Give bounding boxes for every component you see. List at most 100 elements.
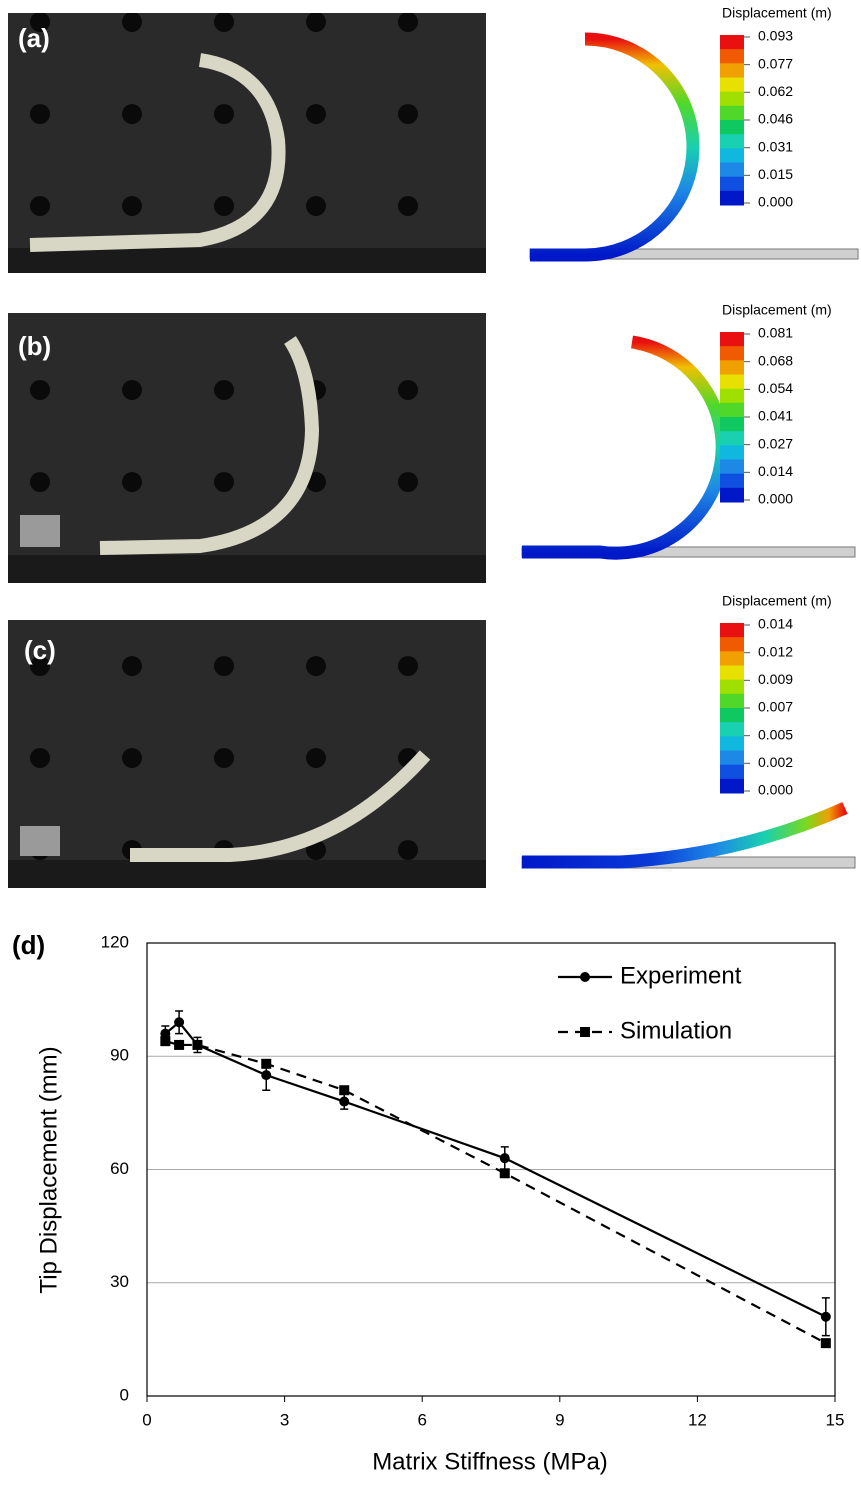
marker	[192, 1039, 203, 1050]
marker	[820, 1311, 831, 1322]
colorbar-label: 0.077	[758, 55, 793, 71]
colorbar-label: 0.000	[758, 782, 793, 798]
photo-b	[8, 313, 486, 583]
colorbar-label: 0.027	[758, 435, 793, 451]
colorbar-label: 0.002	[758, 754, 793, 770]
colorbar-segment	[720, 708, 744, 723]
colorbar-segment	[720, 49, 744, 64]
panel-label: (a)	[18, 23, 50, 53]
colorbar-segment	[720, 417, 744, 432]
marker	[499, 1168, 510, 1179]
y-tick-label: 120	[101, 932, 129, 951]
marker	[820, 1338, 831, 1349]
colorbar-title: Displacement (m)	[722, 593, 832, 609]
colorbar-segment	[720, 665, 744, 681]
marker	[261, 1058, 272, 1069]
chart: (d) Matrix Stiffness (MPa) Tip Displacem…	[12, 930, 844, 1475]
marker	[339, 1085, 350, 1096]
colorbar-segment	[720, 105, 744, 121]
marker	[174, 1039, 185, 1050]
colorbar-segment	[720, 693, 744, 709]
y-tick-label: 90	[110, 1046, 129, 1065]
legend-label: Experiment	[620, 962, 742, 989]
colorbar-title: Displacement (m)	[722, 5, 832, 21]
colorbar-segment	[720, 750, 744, 766]
colorbar-title: Displacement (m)	[722, 302, 832, 318]
fem-a	[529, 32, 859, 262]
colorbar-label: 0.062	[758, 83, 793, 99]
colorbar-segment	[720, 63, 744, 78]
colorbar-label: 0.068	[758, 352, 793, 368]
colorbar-segment	[720, 77, 744, 93]
marker	[160, 1028, 171, 1039]
x-tick-label: 6	[417, 1410, 426, 1429]
colorbar-label: 0.007	[758, 699, 793, 715]
colorbar-segment	[720, 35, 744, 50]
colorbar-segment	[720, 473, 744, 489]
colorbar-segment	[720, 374, 744, 390]
photo-c	[8, 620, 486, 888]
colorbar-segment	[720, 360, 744, 375]
panel-label: (b)	[18, 331, 51, 361]
panel-label: (c)	[24, 635, 56, 665]
colorbar-label: 0.041	[758, 408, 793, 424]
colorbar-segment	[720, 637, 744, 652]
marker	[160, 1036, 171, 1047]
colorbar-segment	[720, 134, 744, 149]
colorbar-label: 0.005	[758, 726, 793, 742]
colorbar-label: 0.046	[758, 111, 793, 127]
marker	[339, 1096, 350, 1107]
colorbar-segment	[720, 722, 744, 737]
colorbar-segment	[720, 431, 744, 446]
colorbar-segment	[720, 459, 744, 475]
marker	[174, 1017, 185, 1028]
colorbar-segment	[720, 120, 744, 135]
colorbar-segment	[720, 162, 744, 178]
plot-frame	[146, 942, 836, 1397]
panel-label: (d)	[12, 930, 45, 960]
colorbar-label: 0.000	[758, 194, 793, 210]
colorbar-label: 0.054	[758, 380, 793, 396]
legend-marker	[580, 972, 590, 982]
x-tick-label: 12	[688, 1410, 707, 1429]
y-tick-label: 30	[110, 1272, 129, 1291]
y-tick-label: 60	[110, 1159, 129, 1178]
colorbar-label: 0.081	[758, 325, 793, 341]
colorbar-segment	[720, 332, 744, 347]
fem-b	[521, 335, 856, 560]
colorbar-segment	[720, 623, 744, 638]
colorbar-label: 0.000	[758, 491, 793, 507]
marker	[499, 1153, 510, 1164]
legend-marker	[580, 1027, 590, 1037]
colorbar-segment	[720, 651, 744, 666]
series-line	[165, 1040, 827, 1345]
colorbar-segment	[720, 487, 744, 503]
x-tick-label: 3	[280, 1410, 289, 1429]
colorbar-label: 0.014	[758, 463, 793, 479]
colorbar-segment	[720, 346, 744, 361]
fem-c	[521, 802, 856, 869]
colorbar-label: 0.031	[758, 138, 793, 154]
colorbar-segment	[720, 778, 744, 794]
colorbar-label: 0.093	[758, 28, 793, 44]
colorbar-segment	[720, 91, 744, 107]
legend-label: Simulation	[620, 1017, 732, 1044]
colorbar-segment	[720, 445, 744, 460]
colorbar-label: 0.012	[758, 643, 793, 659]
marker	[261, 1070, 272, 1081]
colorbar-segment	[720, 764, 744, 780]
colorbar-segment	[720, 679, 744, 695]
x-tick-label: 9	[555, 1410, 564, 1429]
colorbar-segment	[720, 736, 744, 751]
colorbar-label: 0.009	[758, 671, 793, 687]
y-tick-label: 0	[120, 1385, 129, 1404]
colorbar-segment	[720, 402, 744, 418]
colorbar-segment	[720, 148, 744, 163]
colorbar-segment	[720, 388, 744, 404]
panels: (a) Displacement (m) 0.093 0.077 0.062 0.046 0…	[18, 5, 832, 798]
x-axis-label: Matrix Stiffness (MPa)	[372, 1448, 608, 1475]
colorbar-label: 0.015	[758, 166, 793, 182]
photo-a	[8, 13, 486, 273]
y-axis-label: Tip Displacement (mm)	[35, 1046, 62, 1293]
